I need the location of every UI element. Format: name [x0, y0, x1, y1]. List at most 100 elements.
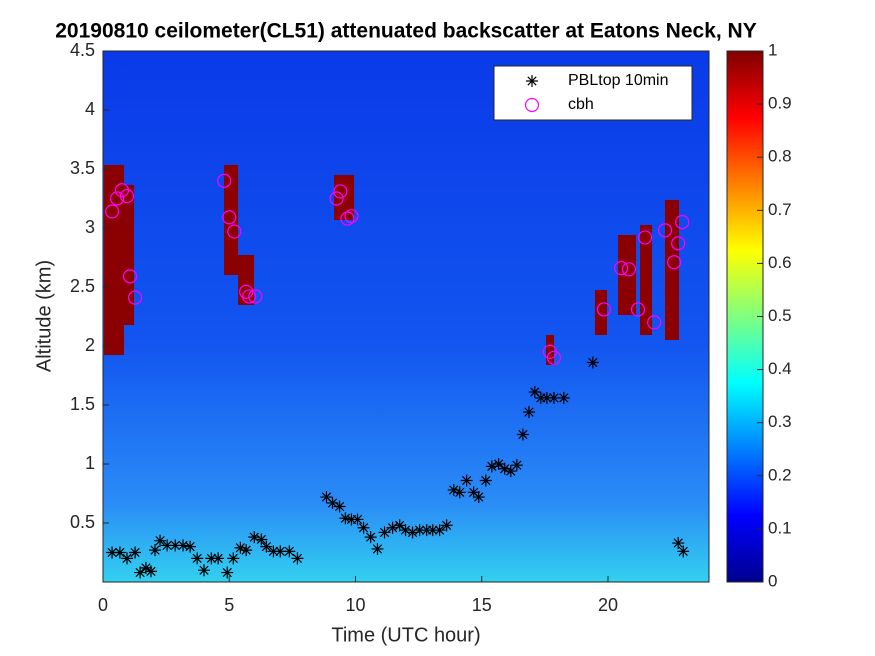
y-tick-label: 4 — [85, 99, 95, 119]
pbl-marker — [440, 519, 453, 532]
pbl-marker — [113, 546, 126, 559]
pbl-marker — [129, 546, 142, 559]
colorbar-tick-label: 0.4 — [768, 359, 792, 378]
pbl-marker — [177, 539, 190, 552]
pbl-marker — [357, 521, 370, 534]
cbh-marker — [222, 210, 237, 225]
cbh-marker — [630, 302, 646, 317]
x-tick-label: 0 — [98, 595, 108, 615]
cbh-marker — [248, 289, 263, 304]
pbl-marker — [139, 561, 152, 574]
pbl-marker — [154, 534, 167, 547]
x-tick-label: 10 — [345, 595, 365, 615]
cbh-marker — [227, 224, 242, 239]
pbl-marker — [364, 531, 377, 544]
pbl-marker — [420, 524, 433, 537]
pbl-marker — [453, 486, 466, 499]
cbh-marker — [596, 302, 612, 317]
pbl-marker — [274, 545, 287, 558]
colorbar-tick-label: 0.7 — [768, 200, 792, 219]
pbl-marker — [528, 386, 541, 399]
pbl-marker — [144, 565, 157, 578]
cbh-marker — [546, 350, 562, 365]
colorbar-tick-label: 1 — [768, 40, 777, 59]
pbl-marker — [498, 462, 511, 475]
pbl-marker — [526, 75, 538, 87]
pbl-marker — [426, 524, 439, 537]
cbh-marker — [638, 230, 653, 245]
x-tick-label: 5 — [224, 595, 234, 615]
y-tick-label: 4.5 — [70, 40, 95, 60]
cbh-marker — [340, 211, 355, 226]
colorbar-tick-label: 0.3 — [768, 412, 792, 431]
pbl-marker — [184, 540, 197, 553]
cbh-marker — [667, 255, 682, 270]
pbl-marker — [433, 524, 446, 537]
pbl-marker — [291, 552, 304, 565]
pbl-marker — [333, 500, 346, 513]
cbh-marker — [647, 315, 662, 330]
pbl-marker — [234, 541, 247, 554]
y-tick-label: 0.5 — [70, 512, 95, 532]
pbl-marker — [557, 391, 570, 404]
pbl-marker — [134, 566, 147, 579]
pbl-marker — [413, 524, 426, 537]
legend-label: cbh — [568, 96, 594, 113]
pbl-marker — [586, 356, 599, 369]
pbl-marker — [351, 513, 364, 526]
pbl-marker — [267, 545, 280, 558]
pbl-marker — [283, 545, 296, 558]
chart-title: 20190810 ceilometer(CL51) attenuated bac… — [55, 20, 756, 43]
pbl-marker — [510, 459, 523, 472]
y-tick-label: 3 — [85, 217, 95, 237]
cbh-marker — [344, 209, 359, 224]
colorbar-tick-label: 0.5 — [768, 306, 792, 325]
x-tick-label: 20 — [598, 595, 618, 615]
pbl-marker — [386, 521, 399, 534]
pbl-marker — [191, 552, 204, 565]
pbl-marker — [371, 542, 384, 555]
pbl-marker — [106, 546, 119, 559]
cbh-marker — [675, 215, 690, 230]
pbl-marker — [479, 474, 492, 487]
pbl-marker — [326, 496, 339, 509]
pbl-marker — [378, 526, 391, 539]
cbh-marker — [333, 184, 348, 199]
cbh-marker — [119, 189, 135, 204]
pbl-marker — [260, 540, 273, 553]
pbl-marker — [169, 539, 182, 552]
pbl-marker — [672, 537, 685, 550]
pbl-marker — [221, 566, 234, 579]
cbh-marker — [239, 284, 254, 299]
cbh-marker — [242, 289, 257, 304]
x-tick-label: 15 — [472, 595, 492, 615]
y-tick-label: 3.5 — [70, 158, 95, 178]
cbh-marker — [671, 236, 686, 251]
cbh-marker — [122, 269, 138, 284]
pbl-marker — [120, 552, 133, 565]
cbh-marker — [217, 173, 232, 188]
y-axis-label: Altitude (km) — [33, 260, 55, 372]
pbl-marker — [447, 483, 460, 496]
pbl-marker — [198, 564, 210, 577]
colorbar-tick-label: 0 — [768, 571, 777, 590]
pbl-marker — [255, 533, 268, 546]
pbl-marker — [547, 391, 560, 404]
pbl-marker — [248, 531, 261, 544]
pbl-marker — [522, 406, 535, 419]
pbl-marker — [516, 428, 529, 441]
cbh-marker — [329, 191, 344, 206]
legend — [493, 65, 693, 121]
pbl-marker — [504, 465, 517, 478]
pbl-marker — [460, 474, 473, 487]
pbl-marker — [212, 552, 225, 565]
pbl-marker — [393, 519, 406, 532]
pbl-marker — [149, 544, 162, 557]
pbl-marker — [205, 552, 218, 565]
pbl-marker — [320, 491, 333, 504]
pbl-marker — [534, 391, 547, 404]
pbl-marker — [467, 486, 480, 499]
cbh-marker — [657, 223, 673, 238]
colorbar-tick-label: 0.6 — [768, 253, 792, 272]
